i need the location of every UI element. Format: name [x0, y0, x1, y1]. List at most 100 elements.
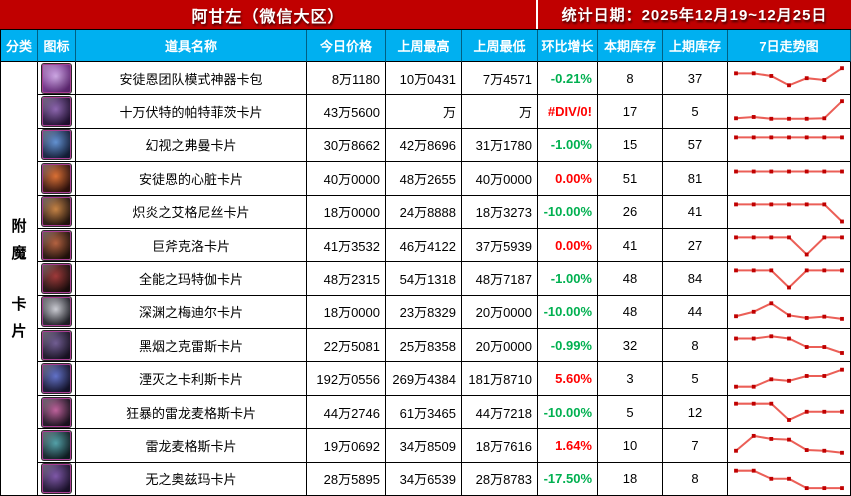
column-header-change: 环比增长	[538, 30, 598, 62]
cell-stock-prev: 57	[663, 128, 728, 163]
cell-item-name: 湮灭之卡利斯卡片	[76, 362, 307, 396]
cell-item-icon	[38, 362, 76, 396]
column-header-category: 分类	[1, 30, 38, 62]
item-card-icon	[41, 229, 72, 261]
table-body: 附魔卡片 安徒恩团队模式神器卡包 8万1180 10万0431 7万4571 -0.21…	[0, 62, 851, 496]
top-header-bar: 阿甘左（微信大区） 统计日期：2025年12月19~12月25日	[0, 0, 851, 30]
stat-date-label: 统计日期：2025年12月19~12月25日	[561, 7, 828, 24]
cell-week-high: 269万4384	[386, 362, 462, 396]
category-char: 附	[11, 217, 27, 235]
cell-trend	[728, 362, 851, 396]
cell-stock-prev: 8	[663, 329, 728, 363]
cell-stock-now: 15	[598, 128, 663, 163]
cell-trend	[728, 228, 851, 263]
trend-sparkline	[734, 334, 844, 355]
cell-change-percent: 0.00%	[538, 228, 598, 263]
cell-week-high: 61万3465	[386, 395, 462, 430]
cell-week-high: 25万8358	[386, 329, 462, 363]
cell-change-percent: -1.00%	[538, 128, 598, 163]
cell-change-percent: 1.64%	[538, 429, 598, 463]
cell-week-high: 54万1318	[386, 262, 462, 296]
cell-change-percent: -10.00%	[538, 295, 598, 330]
cell-stock-prev: 5	[663, 362, 728, 396]
cell-week-high: 34万6539	[386, 462, 462, 496]
cell-week-high: 46万4122	[386, 228, 462, 263]
cell-today-price: 40万0000	[307, 162, 386, 196]
stat-date-section: 统计日期：2025年12月19~12月25日	[538, 0, 851, 29]
column-header-week-high: 上周最高	[386, 30, 462, 62]
cell-trend	[728, 262, 851, 296]
cell-stock-now: 26	[598, 195, 663, 229]
cell-week-low: 20万0000	[462, 329, 538, 363]
cell-change-percent: -17.50%	[538, 462, 598, 496]
cell-item-name: 幻视之弗曼卡片	[76, 128, 307, 163]
trend-sparkline	[734, 135, 844, 140]
cell-today-price: 19万0692	[307, 429, 386, 463]
cell-item-icon	[38, 462, 76, 496]
column-header-name: 道具名称	[76, 30, 307, 62]
cell-today-price: 43万5600	[307, 95, 386, 129]
cell-trend	[728, 462, 851, 496]
cell-trend	[728, 128, 851, 163]
cell-change-percent: -0.99%	[538, 329, 598, 363]
cell-stock-now: 48	[598, 295, 663, 330]
cell-week-high: 23万8329	[386, 295, 462, 330]
cell-stock-prev: 37	[663, 62, 728, 96]
cell-change-percent: 5.60%	[538, 362, 598, 396]
cell-stock-prev: 84	[663, 262, 728, 296]
category-char: 片	[11, 322, 27, 340]
item-card-icon	[41, 129, 72, 161]
cell-trend	[728, 162, 851, 196]
item-card-icon	[41, 62, 72, 94]
item-card-icon	[41, 162, 72, 194]
trend-sparkline	[734, 301, 844, 321]
cell-today-price: 41万3532	[307, 228, 386, 263]
cell-trend	[728, 95, 851, 129]
cell-stock-prev: 7	[663, 429, 728, 463]
cell-today-price: 18万0000	[307, 195, 386, 229]
cell-item-icon	[38, 329, 76, 363]
cell-today-price: 44万2746	[307, 395, 386, 430]
cell-stock-prev: 81	[663, 162, 728, 196]
cell-stock-now: 51	[598, 162, 663, 196]
cell-stock-now: 32	[598, 329, 663, 363]
cell-stock-prev: 41	[663, 195, 728, 229]
cell-item-icon	[38, 295, 76, 330]
column-header-icon: 图标	[38, 30, 76, 62]
cell-change-percent: #DIV/0!	[538, 95, 598, 129]
trend-sparkline	[734, 99, 844, 122]
cell-stock-now: 41	[598, 228, 663, 263]
cell-today-price: 28万5895	[307, 462, 386, 496]
cell-week-low: 37万5939	[462, 228, 538, 263]
cell-item-name: 无之奥兹玛卡片	[76, 462, 307, 496]
cell-today-price: 30万8662	[307, 128, 386, 163]
cell-week-low: 20万0000	[462, 295, 538, 330]
trend-sparkline	[734, 169, 844, 174]
cell-item-name: 雷龙麦格斯卡片	[76, 429, 307, 463]
cell-week-high: 34万8509	[386, 429, 462, 463]
trend-sparkline	[734, 468, 844, 490]
cell-week-low: 万	[462, 95, 538, 129]
trend-sparkline	[734, 401, 844, 422]
cell-stock-prev: 5	[663, 95, 728, 129]
cell-trend	[728, 195, 851, 229]
item-card-icon	[41, 463, 72, 495]
cell-week-low: 7万4571	[462, 62, 538, 96]
cell-stock-now: 5	[598, 395, 663, 430]
category-char: 魔	[11, 244, 27, 262]
cell-week-low: 28万8783	[462, 462, 538, 496]
item-card-icon	[41, 363, 72, 395]
cell-week-low: 48万7187	[462, 262, 538, 296]
cell-week-high: 10万0431	[386, 62, 462, 96]
column-header-today: 今日价格	[307, 30, 386, 62]
cell-week-high: 万	[386, 95, 462, 129]
cell-stock-prev: 12	[663, 395, 728, 430]
cell-week-high: 24万8888	[386, 195, 462, 229]
item-card-icon	[41, 262, 72, 294]
cell-item-icon	[38, 62, 76, 96]
cell-stock-now: 3	[598, 362, 663, 396]
trend-sparkline	[734, 434, 844, 455]
column-header-stock-prev: 上期库存	[663, 30, 728, 62]
category-cell: 附魔卡片	[1, 62, 38, 496]
